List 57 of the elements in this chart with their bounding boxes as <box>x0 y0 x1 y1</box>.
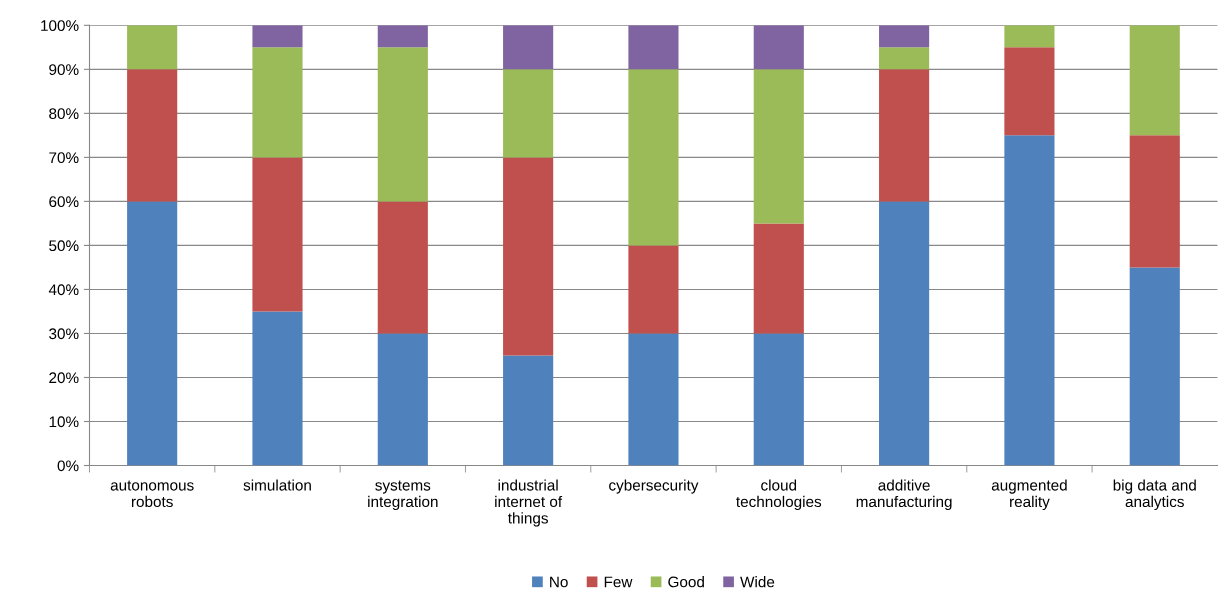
x-tick-label: big data and analytics <box>1113 479 1196 511</box>
bar <box>628 25 679 70</box>
y-tick-label: 80% <box>49 108 79 120</box>
x-tick-label: cybersecurity <box>609 479 699 494</box>
y-tick-label: 50% <box>49 240 79 252</box>
y-tick-label: 70% <box>49 152 79 164</box>
bar <box>879 69 930 202</box>
bar <box>1004 47 1055 136</box>
bar <box>628 333 679 466</box>
y-tick-label: 40% <box>48 284 79 296</box>
legend-label: No <box>550 576 568 588</box>
legend-label: Wide <box>740 576 775 588</box>
x-tick-label: simulation <box>243 479 311 491</box>
bar <box>377 47 428 202</box>
bar <box>628 245 679 334</box>
y-tick-label: 100% <box>41 20 79 32</box>
bar <box>377 25 428 48</box>
bar <box>252 157 303 312</box>
bar <box>753 69 804 224</box>
y-tick-label: 10% <box>49 416 79 428</box>
bar <box>1129 25 1180 136</box>
x-tick-label: autonomous robots <box>110 480 194 508</box>
bar <box>753 223 804 334</box>
bar <box>252 47 303 158</box>
y-tick-label: 60% <box>49 196 79 208</box>
x-tick-label: additive manufacturing <box>856 479 952 511</box>
bar <box>1004 135 1055 466</box>
bar <box>377 201 428 334</box>
bar <box>127 25 178 70</box>
bar <box>503 69 554 158</box>
bar <box>127 201 178 466</box>
bar <box>879 201 930 466</box>
bar <box>753 25 804 70</box>
bar <box>879 47 930 70</box>
bar <box>1129 135 1180 268</box>
y-tick-label: 90% <box>49 64 79 76</box>
x-tick-label: systems integration <box>368 480 438 511</box>
bar <box>252 311 303 466</box>
x-tick-label: augmented reality <box>991 479 1067 511</box>
bar <box>503 355 554 466</box>
x-tick-label: cloud technologies <box>736 479 822 511</box>
bar <box>628 69 679 246</box>
bar <box>503 157 554 356</box>
legend-label: Few <box>604 576 633 588</box>
legend-label: Good <box>668 576 704 588</box>
bar <box>127 69 178 202</box>
y-tick-label: 0% <box>57 460 79 472</box>
bar <box>377 333 428 466</box>
bar <box>252 25 303 48</box>
y-tick-label: 20% <box>49 372 79 384</box>
bar <box>1004 25 1055 48</box>
bar <box>879 25 930 48</box>
bar <box>753 333 804 466</box>
bar <box>503 25 554 70</box>
x-tick-label: industrial internet of things <box>495 479 563 527</box>
y-tick-label: 30% <box>49 328 79 340</box>
bar <box>1129 267 1180 466</box>
